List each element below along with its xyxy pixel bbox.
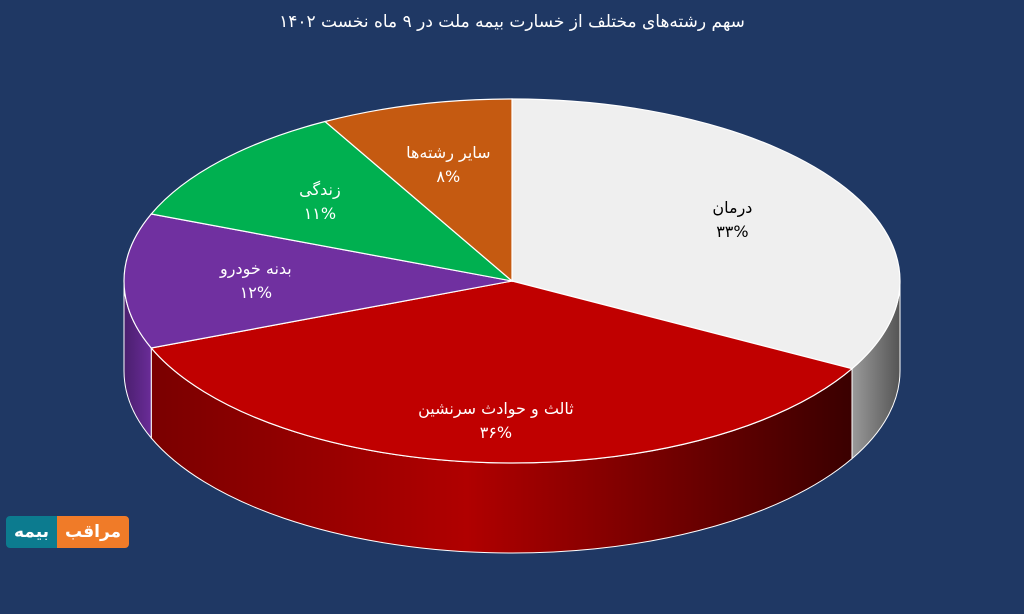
pie-side-layer: [123, 280, 901, 554]
slice-value-sayer: ۸%: [436, 166, 461, 186]
slice-label-darman: درمان ۳۳%: [712, 196, 752, 244]
slice-name-darman: درمان: [712, 197, 753, 217]
pie-slice-sayer: [323, 98, 513, 283]
pie-slice-darman: [511, 98, 901, 370]
brand-logo: بیمه مراقب: [6, 516, 130, 548]
pie-slice-zendegi: [150, 120, 515, 282]
slice-value-salis: ۳۶%: [479, 422, 513, 442]
logo-text-right: مراقب: [57, 516, 130, 548]
pie-slice-badaneh: [123, 213, 513, 349]
slice-name-badaneh: بدنه خودرو: [220, 259, 292, 278]
slice-value-badaneh: ۱۲%: [239, 283, 273, 302]
slice-name-zendegi: زندگی: [299, 179, 341, 199]
pie-slice-salis: [150, 280, 854, 464]
slice-label-salis: ثالث و حوادث سرنشین ۳۶%: [418, 397, 574, 445]
pie-top-layer: [123, 98, 901, 464]
slice-name-sayer: سایر رشته‌ها: [406, 142, 491, 162]
slice-value-zendegi: ۱۱%: [303, 203, 337, 223]
slice-name-salis: ثالث و حوادث سرنشین: [418, 398, 574, 418]
slice-label-badaneh: بدنه خودرو ۱۲%: [220, 257, 292, 305]
slice-label-sayer: سایر رشته‌ها ۸%: [406, 141, 491, 189]
slice-label-zendegi: زندگی ۱۱%: [299, 178, 341, 226]
chart-title: سهم رشته‌های مختلف از خسارت بیمه ملت در …: [279, 12, 745, 32]
logo-text-left: بیمه: [6, 516, 58, 548]
slice-value-darman: ۳۳%: [716, 221, 749, 241]
